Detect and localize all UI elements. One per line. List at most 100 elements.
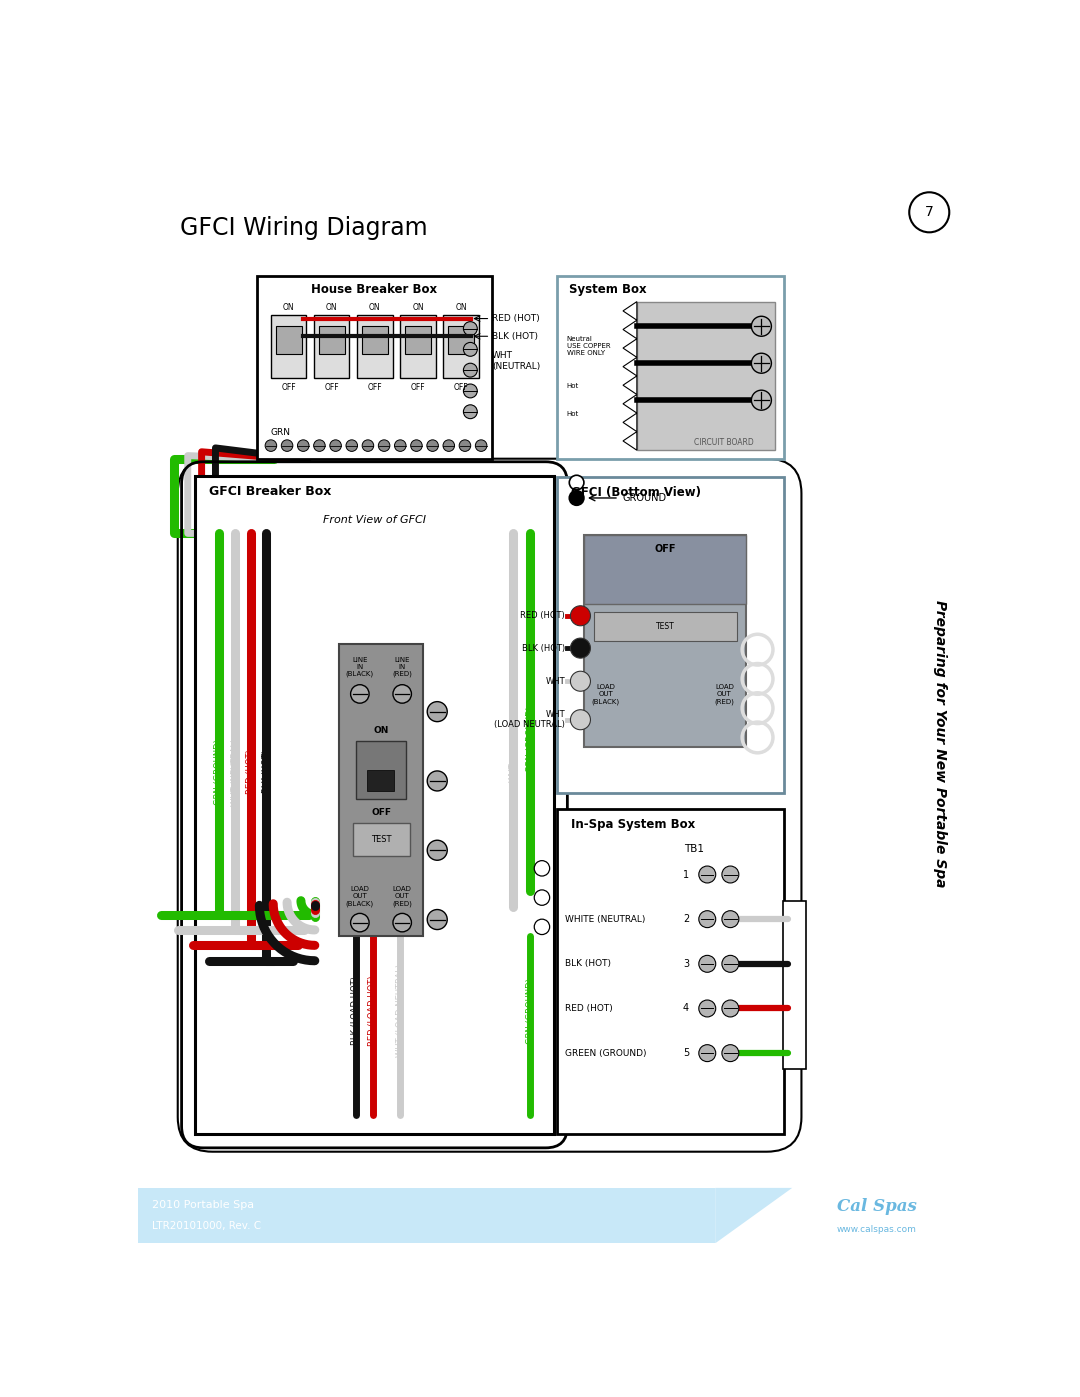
Text: 1: 1 <box>683 869 689 880</box>
Text: LOAD
OUT
(RED): LOAD OUT (RED) <box>715 685 734 704</box>
Text: In-Spa System Box: In-Spa System Box <box>571 819 696 831</box>
Circle shape <box>351 914 369 932</box>
Text: RED (HOT): RED (HOT) <box>491 314 540 323</box>
Circle shape <box>362 440 374 451</box>
Text: WHITE (NEUTRAL): WHITE (NEUTRAL) <box>565 915 646 923</box>
Circle shape <box>721 911 739 928</box>
Circle shape <box>535 861 550 876</box>
Circle shape <box>909 193 949 232</box>
Circle shape <box>570 638 591 658</box>
Bar <box>362 326 388 353</box>
Polygon shape <box>623 432 637 450</box>
Text: BLK (LOAD HOT): BLK (LOAD HOT) <box>351 977 360 1045</box>
Bar <box>355 742 406 799</box>
Text: WHT
(LOAD NEUTRAL): WHT (LOAD NEUTRAL) <box>495 710 565 729</box>
Text: System Box: System Box <box>569 282 647 296</box>
Circle shape <box>721 1000 739 1017</box>
Bar <box>319 326 345 353</box>
Polygon shape <box>623 376 637 394</box>
Circle shape <box>699 1000 716 1017</box>
Text: BLK (HOT): BLK (HOT) <box>491 331 538 341</box>
Circle shape <box>535 890 550 905</box>
Bar <box>339 644 423 936</box>
Circle shape <box>393 914 411 932</box>
Text: LOAD
OUT
(RED): LOAD OUT (RED) <box>392 886 413 907</box>
Text: OFF: OFF <box>654 543 676 553</box>
Circle shape <box>428 840 447 861</box>
Text: WHT
(NEUTRAL): WHT (NEUTRAL) <box>491 351 540 370</box>
Circle shape <box>463 363 477 377</box>
Circle shape <box>463 321 477 335</box>
Text: Hot: Hot <box>567 383 579 390</box>
Text: GRN (GROUND): GRN (GROUND) <box>526 705 535 773</box>
Text: LTR20101000, Rev. C: LTR20101000, Rev. C <box>151 1221 260 1231</box>
Text: ON: ON <box>374 726 389 735</box>
Bar <box>352 823 410 855</box>
Bar <box>444 314 478 377</box>
Text: LOAD
OUT
(BLACK): LOAD OUT (BLACK) <box>346 886 374 907</box>
Text: Neutral
USE COPPER
WIRE ONLY: Neutral USE COPPER WIRE ONLY <box>567 335 610 356</box>
Polygon shape <box>623 358 637 376</box>
Text: BLK (HOT): BLK (HOT) <box>565 960 611 968</box>
Circle shape <box>463 384 477 398</box>
Bar <box>405 326 431 353</box>
Circle shape <box>428 909 447 929</box>
Circle shape <box>570 606 591 626</box>
Text: Hot: Hot <box>567 411 579 416</box>
Bar <box>314 314 350 377</box>
Bar <box>257 277 491 460</box>
Circle shape <box>463 342 477 356</box>
Polygon shape <box>715 1187 793 1243</box>
Circle shape <box>752 390 771 411</box>
Circle shape <box>313 440 325 451</box>
Text: OFF: OFF <box>367 383 382 393</box>
Text: WHT (NEUTRAL): WHT (NEUTRAL) <box>231 738 240 806</box>
Text: OFF: OFF <box>410 383 426 393</box>
Circle shape <box>393 685 411 703</box>
Circle shape <box>699 866 716 883</box>
Text: Cal Spas: Cal Spas <box>837 1197 917 1215</box>
Text: TB1: TB1 <box>684 844 704 854</box>
Bar <box>594 612 737 641</box>
Text: OFF: OFF <box>324 383 339 393</box>
Text: ON: ON <box>283 303 295 312</box>
Circle shape <box>570 671 591 692</box>
Bar <box>357 314 392 377</box>
Bar <box>584 535 746 746</box>
Bar <box>138 1187 715 1243</box>
Text: ON: ON <box>326 303 338 312</box>
Text: 3: 3 <box>683 958 689 970</box>
Text: 2: 2 <box>683 914 689 925</box>
Circle shape <box>428 701 447 722</box>
Text: OFF: OFF <box>372 809 391 817</box>
Text: House Breaker Box: House Breaker Box <box>311 282 437 296</box>
Text: RED (HOT): RED (HOT) <box>246 750 255 795</box>
Text: LINE
IN
(RED): LINE IN (RED) <box>392 657 413 678</box>
Bar <box>584 535 746 605</box>
Circle shape <box>699 956 716 972</box>
Text: WHT: WHT <box>545 676 565 686</box>
Text: GREEN (GROUND): GREEN (GROUND) <box>565 1049 647 1058</box>
Polygon shape <box>623 394 637 414</box>
Text: 7: 7 <box>924 205 933 219</box>
Bar <box>448 326 474 353</box>
Bar <box>367 770 394 791</box>
Circle shape <box>570 710 591 729</box>
Polygon shape <box>623 339 637 358</box>
Polygon shape <box>623 302 637 320</box>
Circle shape <box>752 316 771 337</box>
Circle shape <box>297 440 309 451</box>
Text: GROUND: GROUND <box>623 493 667 503</box>
Circle shape <box>535 919 550 935</box>
Bar <box>195 475 554 1134</box>
Text: WHT: WHT <box>509 763 518 782</box>
Circle shape <box>394 440 406 451</box>
Text: ON: ON <box>369 303 380 312</box>
Text: GFCI (Bottom View): GFCI (Bottom View) <box>571 486 701 499</box>
Circle shape <box>329 440 341 451</box>
Circle shape <box>428 771 447 791</box>
Text: 2010 Portable Spa: 2010 Portable Spa <box>151 1200 254 1210</box>
Circle shape <box>281 440 293 451</box>
Bar <box>271 314 307 377</box>
Circle shape <box>721 956 739 972</box>
